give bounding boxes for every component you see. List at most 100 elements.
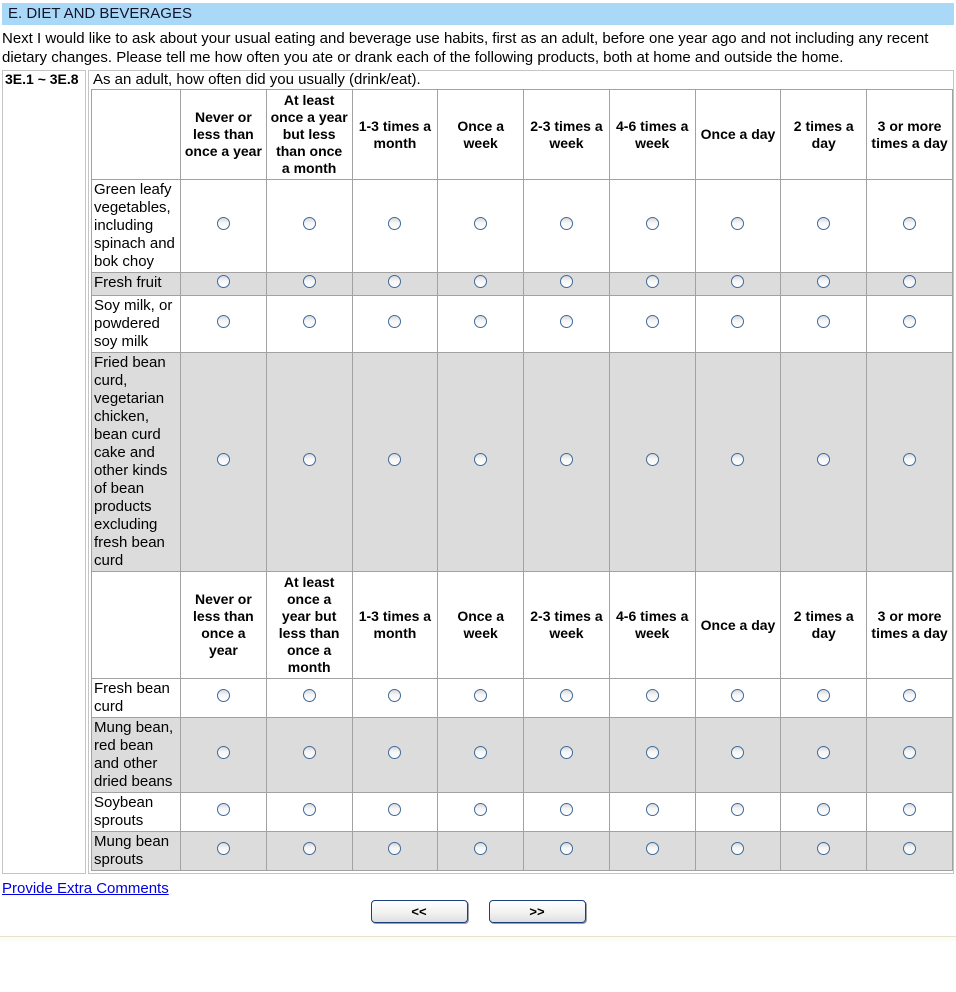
radio-button[interactable] bbox=[559, 689, 573, 702]
radio-button[interactable] bbox=[903, 842, 917, 855]
radio-button[interactable] bbox=[731, 315, 745, 328]
provide-extra-comments-link[interactable]: Provide Extra Comments bbox=[2, 880, 169, 897]
radio-button[interactable] bbox=[817, 746, 831, 759]
next-page-button[interactable]: >> bbox=[488, 900, 586, 923]
radio-cell bbox=[694, 717, 782, 793]
radio-cell bbox=[351, 792, 439, 832]
radio-button[interactable] bbox=[474, 803, 488, 816]
radio-button[interactable] bbox=[474, 275, 488, 288]
radio-button[interactable] bbox=[731, 842, 745, 855]
food-item-label: Mung bean sprouts bbox=[91, 831, 181, 871]
radio-button[interactable] bbox=[645, 453, 659, 466]
radio-button[interactable] bbox=[645, 275, 659, 288]
radio-button[interactable] bbox=[903, 217, 917, 230]
radio-button[interactable] bbox=[388, 689, 402, 702]
radio-button[interactable] bbox=[216, 746, 230, 759]
radio-button[interactable] bbox=[216, 803, 230, 816]
radio-button[interactable] bbox=[903, 315, 917, 328]
frequency-option-header: 2 times a day bbox=[780, 89, 868, 180]
radio-button[interactable] bbox=[559, 275, 573, 288]
radio-button[interactable] bbox=[302, 217, 316, 230]
radio-button[interactable] bbox=[817, 315, 831, 328]
radio-button[interactable] bbox=[302, 689, 316, 702]
radio-button[interactable] bbox=[645, 746, 659, 759]
radio-button[interactable] bbox=[903, 803, 917, 816]
radio-button[interactable] bbox=[302, 842, 316, 855]
question-code: 3E.1 ~ 3E.8 bbox=[2, 70, 86, 874]
radio-button[interactable] bbox=[474, 746, 488, 759]
radio-button[interactable] bbox=[302, 315, 316, 328]
radio-button[interactable] bbox=[559, 453, 573, 466]
comments-link-row: Provide Extra Comments bbox=[2, 880, 954, 897]
radio-button[interactable] bbox=[645, 315, 659, 328]
radio-button[interactable] bbox=[559, 803, 573, 816]
radio-button[interactable] bbox=[817, 217, 831, 230]
radio-cell bbox=[351, 272, 439, 296]
radio-cell bbox=[265, 678, 353, 718]
frequency-option-header: 1-3 times a month bbox=[351, 89, 439, 180]
radio-button[interactable] bbox=[302, 746, 316, 759]
radio-button[interactable] bbox=[903, 746, 917, 759]
radio-button[interactable] bbox=[559, 746, 573, 759]
radio-button[interactable] bbox=[474, 453, 488, 466]
food-item-row: Fresh bean curd bbox=[91, 678, 953, 718]
radio-button[interactable] bbox=[474, 689, 488, 702]
radio-button[interactable] bbox=[903, 453, 917, 466]
radio-cell bbox=[694, 678, 782, 718]
radio-button[interactable] bbox=[559, 315, 573, 328]
radio-cell bbox=[780, 678, 868, 718]
radio-button[interactable] bbox=[731, 689, 745, 702]
radio-cell bbox=[780, 295, 868, 353]
radio-button[interactable] bbox=[903, 275, 917, 288]
radio-cell bbox=[351, 295, 439, 353]
radio-button[interactable] bbox=[474, 315, 488, 328]
radio-button[interactable] bbox=[645, 842, 659, 855]
food-item-row: Fried bean curd, vegetarian chicken, bea… bbox=[91, 352, 953, 572]
radio-button[interactable] bbox=[903, 689, 917, 702]
food-item-label: Fried bean curd, vegetarian chicken, bea… bbox=[91, 352, 181, 572]
frequency-header-row: Never or less than once a year At least o… bbox=[91, 89, 953, 180]
radio-button[interactable] bbox=[645, 803, 659, 816]
radio-button[interactable] bbox=[474, 842, 488, 855]
radio-button[interactable] bbox=[216, 315, 230, 328]
radio-button[interactable] bbox=[817, 453, 831, 466]
radio-button[interactable] bbox=[388, 842, 402, 855]
radio-cell bbox=[523, 717, 610, 793]
radio-button[interactable] bbox=[817, 689, 831, 702]
radio-button[interactable] bbox=[388, 315, 402, 328]
radio-button[interactable] bbox=[474, 217, 488, 230]
radio-button[interactable] bbox=[731, 803, 745, 816]
radio-button[interactable] bbox=[216, 453, 230, 466]
frequency-option-header: 4-6 times a week bbox=[608, 89, 696, 180]
radio-button[interactable] bbox=[559, 842, 573, 855]
radio-button[interactable] bbox=[216, 217, 230, 230]
radio-button[interactable] bbox=[388, 803, 402, 816]
radio-button[interactable] bbox=[388, 453, 402, 466]
food-item-label: Fresh bean curd bbox=[91, 678, 181, 718]
radio-button[interactable] bbox=[388, 217, 402, 230]
radio-button[interactable] bbox=[216, 842, 230, 855]
radio-button[interactable] bbox=[645, 217, 659, 230]
radio-cell bbox=[694, 295, 782, 353]
radio-button[interactable] bbox=[302, 803, 316, 816]
radio-cell bbox=[265, 792, 353, 832]
radio-button[interactable] bbox=[559, 217, 573, 230]
radio-button[interactable] bbox=[388, 746, 402, 759]
radio-button[interactable] bbox=[302, 275, 316, 288]
radio-button[interactable] bbox=[388, 275, 402, 288]
radio-button[interactable] bbox=[817, 803, 831, 816]
radio-cell bbox=[351, 352, 439, 572]
radio-button[interactable] bbox=[731, 453, 745, 466]
previous-page-button[interactable]: << bbox=[370, 900, 468, 923]
radio-button[interactable] bbox=[731, 275, 745, 288]
radio-button[interactable] bbox=[817, 842, 831, 855]
radio-button[interactable] bbox=[817, 275, 831, 288]
radio-button[interactable] bbox=[645, 689, 659, 702]
radio-button[interactable] bbox=[731, 217, 745, 230]
radio-button[interactable] bbox=[216, 275, 230, 288]
radio-button[interactable] bbox=[216, 689, 230, 702]
frequency-option-header: Once a day bbox=[694, 89, 782, 180]
radio-button[interactable] bbox=[302, 453, 316, 466]
radio-button[interactable] bbox=[731, 746, 745, 759]
radio-cell bbox=[180, 792, 267, 832]
